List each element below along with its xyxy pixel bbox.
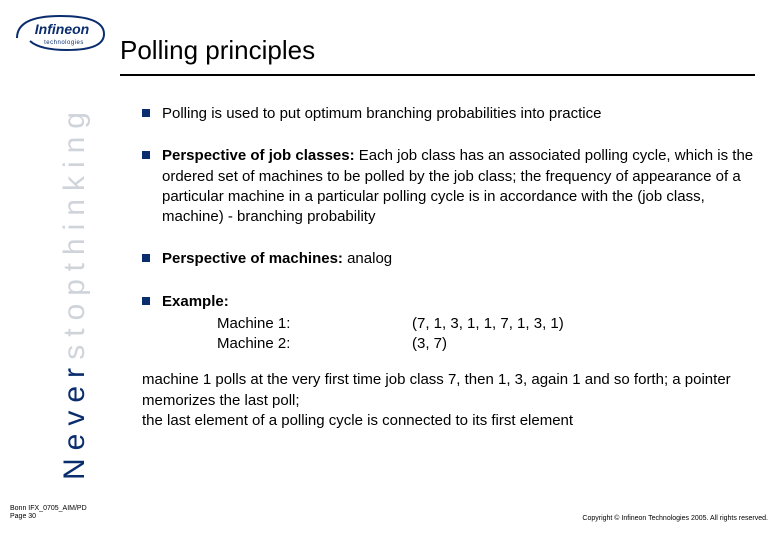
example-machine-label: Machine 1:: [217, 314, 352, 334]
logo-sub-text: technologies: [44, 40, 84, 46]
footer-ref: Bonn IFX_0705_AIM/PD: [10, 505, 87, 514]
side-tagline: thinking stop Never: [58, 100, 92, 480]
explain-line: machine 1 polls at the very first time j…: [142, 371, 731, 429]
main-content: Polling principles Polling is used to pu…: [120, 35, 755, 431]
bullet-item: Example: Machine 1: (7, 1, 3, 1, 1, 7, 1…: [142, 292, 755, 355]
example-machine-label: Machine 2:: [217, 334, 352, 354]
footer-copyright: Copyright © Infineon Technologies 2005. …: [582, 515, 768, 522]
logo-brand-text: Infineon: [35, 21, 89, 37]
bullet-lead: Perspective of machines:: [162, 250, 343, 267]
brand-logo: Infineon technologies: [12, 8, 122, 63]
footer-left: Bonn IFX_0705_AIM/PD Page 30: [10, 505, 87, 523]
tagline-word-thinking: thinking: [58, 104, 92, 271]
example-machine-value: (3, 7): [352, 334, 755, 354]
bullet-item: Perspective of job classes: Each job cla…: [142, 146, 755, 227]
example-machine-value: (7, 1, 3, 1, 1, 7, 1, 3, 1): [352, 314, 755, 334]
slide-title: Polling principles: [120, 35, 755, 66]
bullet-item: Perspective of machines: analog: [142, 249, 755, 269]
bullet-list: Polling is used to put optimum branching…: [120, 104, 755, 354]
example-lines: Machine 1: (7, 1, 3, 1, 1, 7, 1, 3, 1) M…: [162, 314, 755, 355]
tagline-word-stop: stop: [58, 271, 92, 360]
explain-text: machine 1 polls at the very first time j…: [120, 370, 755, 431]
title-rule: [120, 74, 755, 76]
bullet-item: Polling is used to put optimum branching…: [142, 104, 755, 124]
example-row: Machine 2: (3, 7): [217, 334, 755, 354]
footer-page: Page 30: [10, 513, 87, 522]
logo-swoosh-icon: Infineon technologies: [12, 8, 112, 53]
tagline-word-never: Never: [58, 360, 92, 480]
bullet-lead: Perspective of job classes:: [162, 147, 355, 164]
bullet-text: analog: [343, 250, 392, 267]
bullet-text: Polling is used to put optimum branching…: [162, 105, 601, 122]
example-row: Machine 1: (7, 1, 3, 1, 1, 7, 1, 3, 1): [217, 314, 755, 334]
bullet-lead: Example:: [162, 293, 229, 310]
